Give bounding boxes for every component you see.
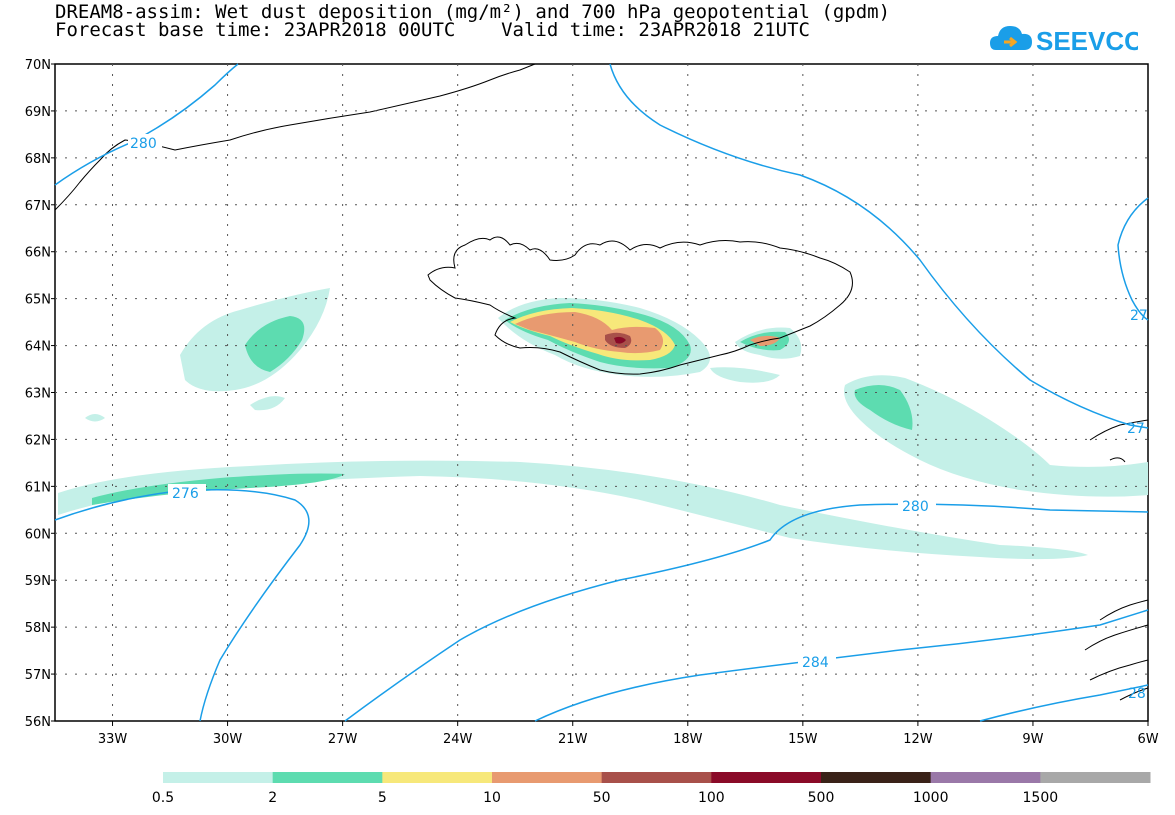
lat-label: 70N [25,58,51,73]
contour-28-se [979,684,1149,722]
legend-swatch [930,772,1041,783]
lat-label: 65N [25,293,51,308]
legend-label: 10 [483,790,501,806]
contour-label-28-se: 28 [1128,686,1146,702]
lon-label: 33W [98,732,128,747]
lon-label: 15W [788,732,818,747]
legend-swatch [711,772,822,783]
longitude-labels: 33W 30W 27W 24W 21W 18W 15W 12W 9W 6W [98,732,1159,747]
legend-label: 500 [808,790,835,806]
contour-27-east [609,63,1149,429]
dust-streak [710,367,780,383]
lat-label: 60N [25,527,51,542]
lon-label: 12W [903,732,933,747]
scotland-coast [1084,599,1149,701]
contour-label-bg [168,484,206,501]
legend-label: 1500 [1023,790,1059,806]
map-frame [54,63,1149,722]
legend-swatch [601,772,712,783]
contour-280-north [54,63,239,186]
contour-label-bg [128,134,162,151]
lat-label: 59N [25,574,51,589]
dust-iceland-max [614,336,626,344]
legend-label: 50 [593,790,611,806]
contour-label-27-ne: 27 [1130,308,1148,324]
dust-patch-west-core [245,316,305,372]
contour-label-bg [798,653,836,670]
latitude-labels: 70N 69N 68N 67N 66N 65N 64N 63N 62N 61N 60N 59N 58N 5… [25,58,51,730]
legend-swatch [382,772,493,783]
dust-dot [85,414,105,422]
legend-label: 100 [698,790,725,806]
lat-label: 57N [25,668,51,683]
color-legend: 0.5 2 5 10 50 100 500 1000 1500 [152,772,1151,806]
iceland-coast [427,236,853,375]
lat-label: 68N [25,152,51,167]
dust-patch-east-core [854,385,913,430]
contour-label-280-north: 280 [130,136,157,152]
contour-label-280: 280 [902,499,929,515]
lon-label: 18W [673,732,703,747]
chart-title-line1: DREAM8-assim: Wet dust deposition (mg/m²… [55,1,891,23]
contour-label-bg [898,497,936,514]
lon-label: 9W [1022,732,1043,747]
legend-label: 5 [378,790,387,806]
lat-label: 63N [25,387,51,402]
legend-swatch [821,772,932,783]
coastlines [54,63,1149,701]
lon-label: 24W [443,732,473,747]
dust-patch-small [250,396,285,411]
lat-label: 56N [25,715,51,730]
lat-label: 61N [25,480,51,495]
dust-band-south [58,460,1088,560]
lat-label: 67N [25,199,51,214]
legend-swatch [1040,772,1151,783]
legend-swatch [272,772,383,783]
greenland-coast [54,63,536,211]
cloud-icon [990,26,1032,50]
dust-patch-east [844,375,1148,497]
logo-text: SEEVCCC [1036,26,1138,56]
lon-label: 30W [213,732,243,747]
lon-label: 27W [328,732,358,747]
contour-276 [54,489,310,722]
lat-label: 62N [25,433,51,448]
lon-label: 21W [558,732,588,747]
legend-label: 1000 [913,790,949,806]
lat-label: 66N [25,246,51,261]
lon-label: 6W [1137,732,1158,747]
lat-label: 64N [25,340,51,355]
dust-shading [58,288,1148,560]
faroe-shetland-coast [1089,419,1149,463]
legend-label: 2 [268,790,277,806]
legend-swatch [163,772,274,783]
legend-swatch [492,772,603,783]
legend-label: 0.5 [152,790,174,806]
lat-label: 58N [25,621,51,636]
chart-title-line2: Forecast base time: 23APR2018 00UTC Vali… [55,19,810,41]
lat-label: 69N [25,105,51,120]
contour-27-ne [1117,197,1149,321]
contour-label-284: 284 [802,655,829,671]
contour-label-27-east: 27 [1127,421,1145,437]
graticule [51,63,1149,726]
contour-labels: 280 276 280 284 27 27 28 [128,134,1148,702]
seevccc-logo: SEEVCCC [990,26,1138,56]
contour-label-276: 276 [172,486,199,502]
